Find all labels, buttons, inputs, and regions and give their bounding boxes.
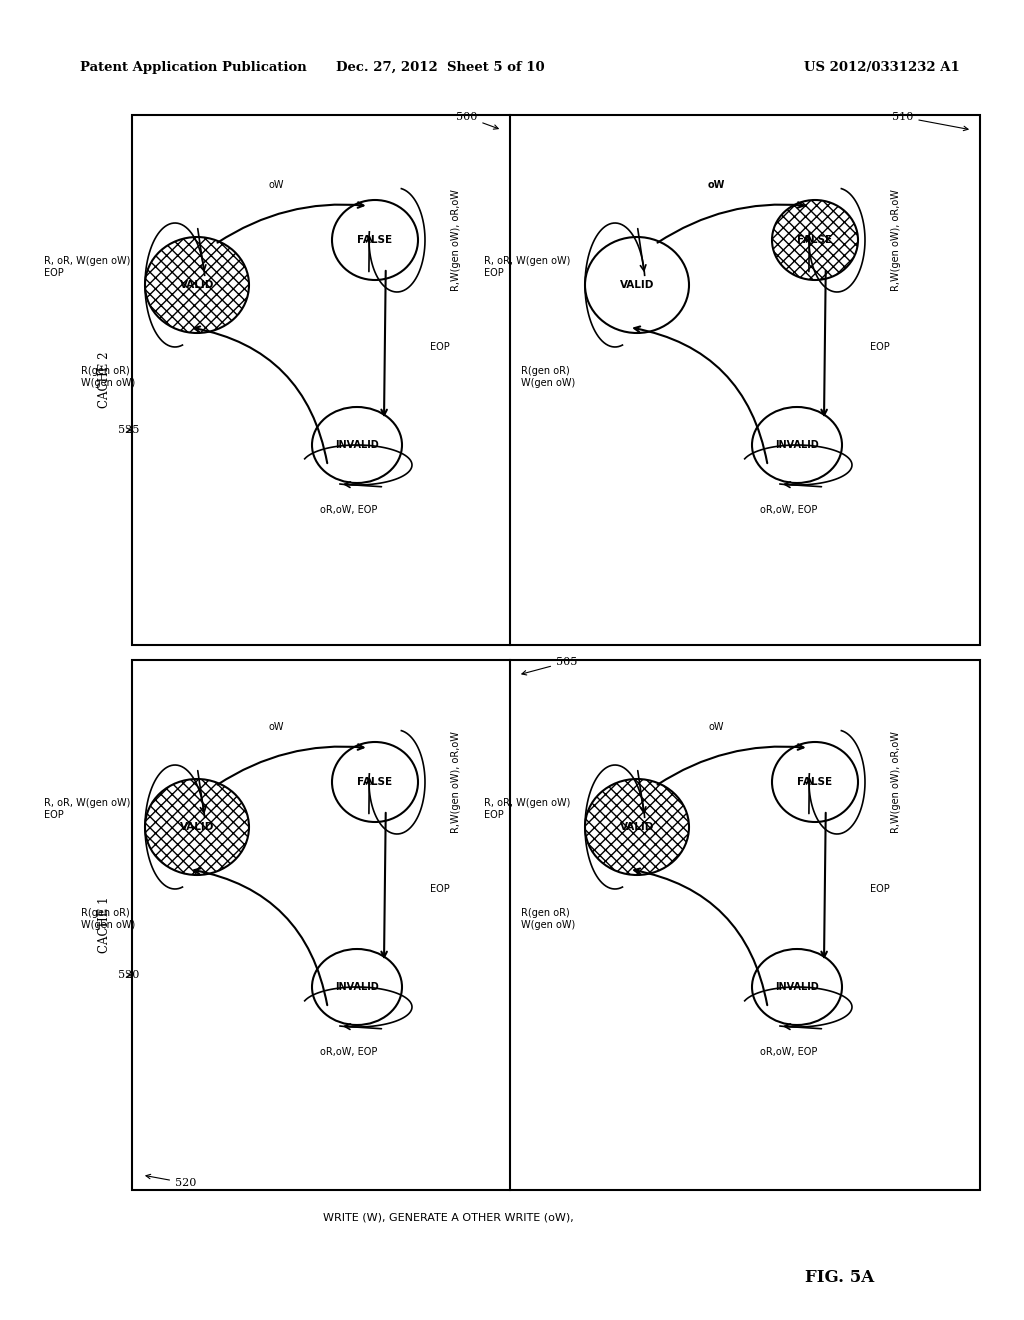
Text: oW: oW bbox=[709, 722, 724, 733]
Ellipse shape bbox=[145, 779, 249, 875]
Text: VALID: VALID bbox=[620, 280, 654, 290]
Text: 500: 500 bbox=[456, 112, 499, 129]
Text: 520: 520 bbox=[146, 1175, 197, 1188]
Text: INVALID: INVALID bbox=[335, 982, 379, 993]
Text: FIG. 5A: FIG. 5A bbox=[805, 1270, 874, 1287]
Ellipse shape bbox=[585, 238, 689, 333]
Ellipse shape bbox=[332, 742, 418, 822]
Text: R, oR, W(gen oW)
EOP: R, oR, W(gen oW) EOP bbox=[44, 256, 130, 277]
Text: INVALID: INVALID bbox=[775, 440, 819, 450]
Text: R(gen oR)
W(gen oW): R(gen oR) W(gen oW) bbox=[81, 908, 135, 929]
Ellipse shape bbox=[752, 407, 842, 483]
Text: R,W(gen oW), oR,oW: R,W(gen oW), oR,oW bbox=[891, 189, 901, 290]
Text: R,W(gen oW), oR,oW: R,W(gen oW), oR,oW bbox=[891, 731, 901, 833]
Text: oR,oW, EOP: oR,oW, EOP bbox=[760, 1047, 818, 1057]
Text: R(gen oR)
W(gen oW): R(gen oR) W(gen oW) bbox=[521, 366, 575, 388]
Text: VALID: VALID bbox=[180, 280, 214, 290]
Text: INVALID: INVALID bbox=[775, 982, 819, 993]
Text: oW: oW bbox=[268, 722, 284, 733]
Text: oW: oW bbox=[268, 180, 284, 190]
Text: WRITE (W), GENERATE A OTHER WRITE (oW),: WRITE (W), GENERATE A OTHER WRITE (oW), bbox=[323, 1212, 573, 1222]
Text: VALID: VALID bbox=[180, 822, 214, 832]
Ellipse shape bbox=[772, 742, 858, 822]
Text: R, oR, W(gen oW)
EOP: R, oR, W(gen oW) EOP bbox=[44, 799, 130, 820]
Ellipse shape bbox=[312, 407, 402, 483]
Ellipse shape bbox=[752, 949, 842, 1026]
Text: VALID: VALID bbox=[620, 822, 654, 832]
Text: R, oR, W(gen oW)
EOP: R, oR, W(gen oW) EOP bbox=[483, 256, 570, 277]
Text: Patent Application Publication: Patent Application Publication bbox=[80, 61, 307, 74]
Ellipse shape bbox=[332, 201, 418, 280]
Text: R,W(gen oW), oR,oW: R,W(gen oW), oR,oW bbox=[451, 731, 461, 833]
Text: R(gen oR)
W(gen oW): R(gen oR) W(gen oW) bbox=[81, 366, 135, 388]
Text: EOP: EOP bbox=[430, 342, 450, 352]
Text: oR,oW, EOP: oR,oW, EOP bbox=[760, 506, 818, 515]
Text: EOP: EOP bbox=[870, 884, 890, 895]
Text: oW: oW bbox=[708, 180, 725, 190]
Text: Dec. 27, 2012  Sheet 5 of 10: Dec. 27, 2012 Sheet 5 of 10 bbox=[336, 61, 545, 74]
Text: FALSE: FALSE bbox=[357, 235, 392, 246]
Ellipse shape bbox=[145, 238, 249, 333]
Ellipse shape bbox=[312, 949, 402, 1026]
Text: CACHE 1: CACHE 1 bbox=[98, 896, 112, 953]
Bar bbox=[132, 115, 980, 645]
Text: FALSE: FALSE bbox=[798, 777, 833, 787]
Bar bbox=[132, 660, 980, 1191]
Ellipse shape bbox=[772, 201, 858, 280]
Text: R, oR, W(gen oW)
EOP: R, oR, W(gen oW) EOP bbox=[483, 799, 570, 820]
Text: EOP: EOP bbox=[430, 884, 450, 895]
Text: 525: 525 bbox=[118, 425, 139, 436]
Text: 510: 510 bbox=[892, 112, 968, 131]
Text: R(gen oR)
W(gen oW): R(gen oR) W(gen oW) bbox=[521, 908, 575, 929]
Text: 505: 505 bbox=[522, 657, 578, 675]
Text: CACHE 2: CACHE 2 bbox=[98, 351, 112, 408]
Text: 520: 520 bbox=[118, 970, 139, 979]
Ellipse shape bbox=[585, 779, 689, 875]
Text: FALSE: FALSE bbox=[798, 235, 833, 246]
Text: FALSE: FALSE bbox=[357, 777, 392, 787]
Text: oR,oW, EOP: oR,oW, EOP bbox=[321, 1047, 378, 1057]
Text: EOP: EOP bbox=[870, 342, 890, 352]
Text: R,W(gen oW), oR,oW: R,W(gen oW), oR,oW bbox=[451, 189, 461, 290]
Text: oR,oW, EOP: oR,oW, EOP bbox=[321, 506, 378, 515]
Text: US 2012/0331232 A1: US 2012/0331232 A1 bbox=[804, 61, 961, 74]
Text: INVALID: INVALID bbox=[335, 440, 379, 450]
